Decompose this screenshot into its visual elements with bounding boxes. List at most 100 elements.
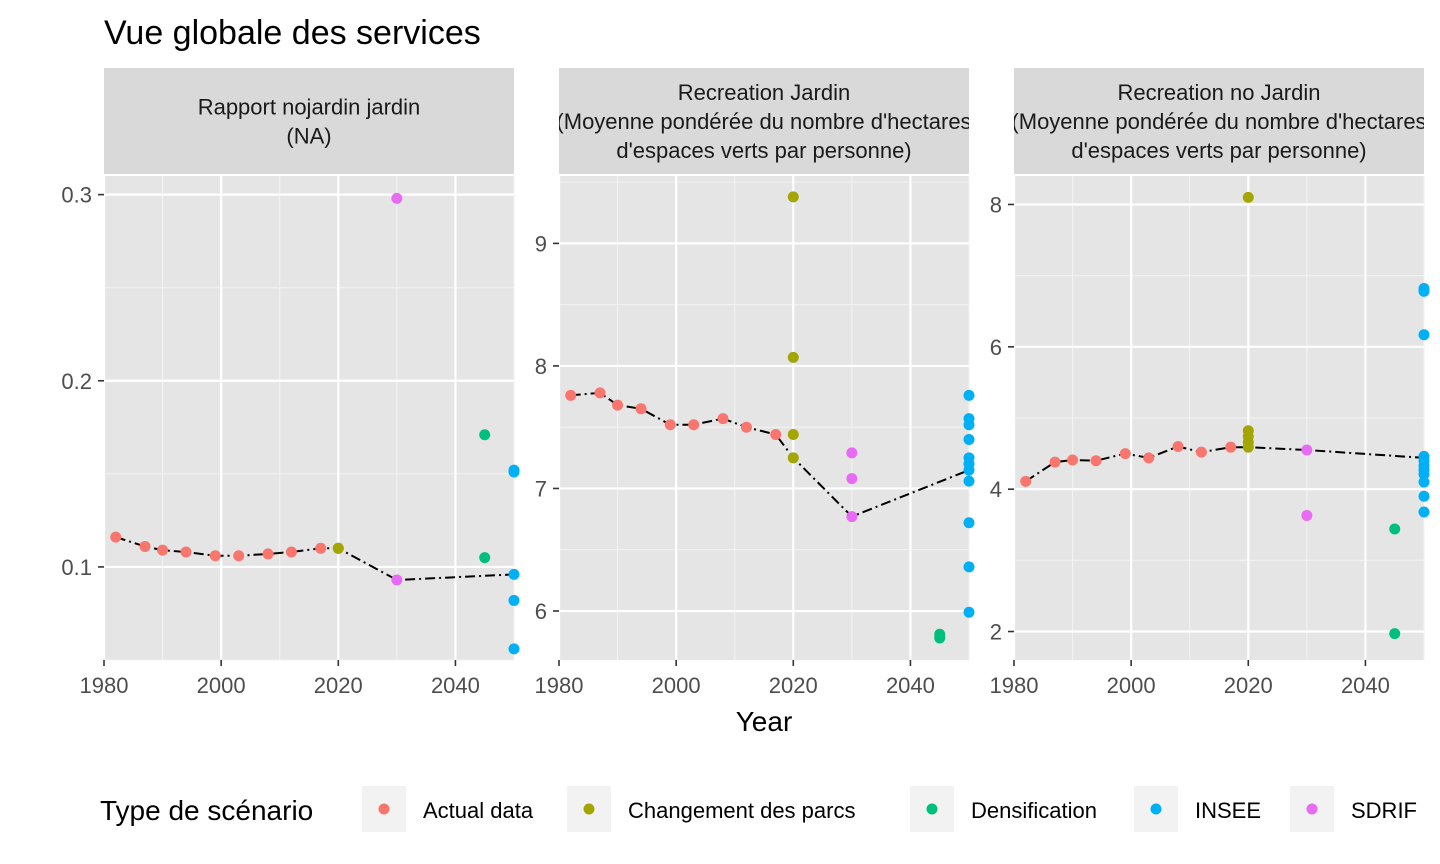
series-actual-data — [1020, 440, 1237, 487]
legend-label: SDRIF — [1351, 798, 1417, 823]
series-insee — [963, 389, 975, 618]
series-sdrif — [391, 192, 403, 586]
x-axis-title: Year — [736, 706, 793, 737]
data-point — [770, 429, 782, 441]
data-point — [963, 475, 975, 487]
data-point — [233, 550, 245, 562]
y-tick-label: 9 — [535, 231, 547, 256]
facet-strip-label: (Moyenne pondérée du nombre d'hectares — [1011, 109, 1426, 134]
x-tick-label: 2000 — [197, 673, 246, 698]
data-point — [479, 429, 491, 441]
legend-key-dot — [926, 803, 938, 815]
data-point — [717, 413, 729, 425]
facet-strip-label: d'espaces verts par personne) — [616, 138, 911, 163]
facet-strip-label: (Moyenne pondérée du nombre d'hectares — [556, 109, 971, 134]
legend-item-changement-des-parcs: Changement des parcs — [567, 786, 855, 832]
data-point — [391, 574, 403, 586]
data-point — [1418, 329, 1430, 341]
data-point — [1020, 475, 1032, 487]
series-sdrif — [1301, 444, 1313, 522]
data-point — [688, 419, 700, 431]
data-point — [285, 546, 297, 558]
x-tick-label: 1980 — [80, 673, 129, 698]
data-point — [209, 550, 221, 562]
data-point — [846, 473, 858, 485]
series-insee — [508, 464, 520, 655]
data-point — [110, 531, 122, 543]
data-point — [391, 192, 403, 204]
data-point — [315, 542, 327, 554]
data-point — [508, 568, 520, 580]
legend-item-densification: Densification — [910, 786, 1097, 832]
series-changement-des-parcs — [787, 191, 799, 464]
facet-panel-3: Recreation no Jardin (Moyenne pondérée du… — [990, 68, 1430, 698]
x-tick-label: 2040 — [886, 673, 935, 698]
x-tick-label: 1980 — [535, 673, 584, 698]
x-tick-label: 2040 — [431, 673, 480, 698]
data-point — [787, 191, 799, 203]
data-point — [1049, 456, 1061, 468]
data-point — [1418, 506, 1430, 518]
y-tick-label: 7 — [535, 476, 547, 501]
x-tick-label: 2000 — [652, 673, 701, 698]
data-point — [963, 464, 975, 476]
panel-background — [559, 176, 969, 660]
series-densification — [1389, 523, 1401, 640]
data-point — [846, 447, 858, 459]
legend: Type de scénario Actual data Changement d… — [100, 786, 1417, 832]
legend-label: Actual data — [423, 798, 534, 823]
facet-strip-label: d'espaces verts par personne) — [1071, 138, 1366, 163]
data-point — [1172, 440, 1184, 452]
x-tick-label: 2020 — [314, 673, 363, 698]
facet-strip-label: Recreation Jardin — [678, 80, 850, 105]
data-point — [1195, 446, 1207, 458]
data-point — [180, 546, 192, 558]
series-changement-des-parcs — [1242, 191, 1254, 453]
x-tick-label: 1980 — [990, 673, 1039, 698]
series-insee — [1418, 282, 1430, 518]
facet-strip-label: Recreation no Jardin — [1117, 80, 1320, 105]
legend-item-sdrif: SDRIF — [1290, 786, 1417, 832]
data-point — [1143, 452, 1155, 464]
y-tick-label: 2 — [990, 620, 1002, 645]
y-tick-label: 6 — [535, 599, 547, 624]
y-tick-label: 4 — [990, 477, 1002, 502]
data-point — [612, 399, 624, 411]
x-tick-label: 2020 — [1224, 673, 1273, 698]
data-point — [787, 452, 799, 464]
legend-key-dot — [1306, 803, 1318, 815]
y-tick-label: 8 — [990, 192, 1002, 217]
data-point — [1301, 510, 1313, 522]
series-actual-data — [110, 531, 327, 562]
series-actual-data — [565, 387, 782, 441]
facet-panel-1: Rapport nojardin jardin (NA) 1980 2000 2020 2… — [61, 68, 520, 698]
data-point — [1090, 455, 1102, 467]
data-point — [787, 351, 799, 363]
data-point — [157, 544, 169, 556]
data-point — [963, 561, 975, 573]
y-tick-label: 8 — [535, 354, 547, 379]
series-densification — [934, 628, 946, 644]
data-point — [1301, 444, 1313, 456]
legend-label: Densification — [971, 798, 1097, 823]
data-point — [635, 403, 647, 415]
legend-item-insee: INSEE — [1134, 786, 1261, 832]
data-point — [1418, 468, 1430, 480]
x-tick-label: 2020 — [769, 673, 818, 698]
data-point — [1242, 191, 1254, 203]
facet-strip — [559, 68, 969, 174]
data-point — [1418, 490, 1430, 502]
facet-strip-label: Rapport nojardin jardin — [198, 95, 421, 120]
data-point — [565, 389, 577, 401]
data-point — [1418, 476, 1430, 488]
facet-strip-label: (NA) — [286, 124, 331, 149]
x-tick-label: 2000 — [1107, 673, 1156, 698]
data-point — [963, 517, 975, 529]
data-point — [1242, 441, 1254, 453]
data-point — [1225, 441, 1237, 453]
legend-key-dot — [583, 803, 595, 815]
data-point — [1067, 454, 1079, 466]
legend-item-actual-data: Actual data — [362, 786, 534, 832]
facet-strip — [104, 68, 514, 174]
data-point — [963, 389, 975, 401]
